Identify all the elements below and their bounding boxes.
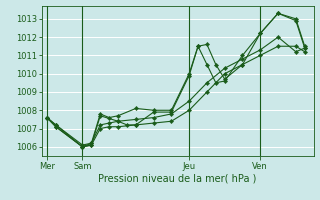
X-axis label: Pression niveau de la mer( hPa ): Pression niveau de la mer( hPa ) xyxy=(99,173,257,183)
